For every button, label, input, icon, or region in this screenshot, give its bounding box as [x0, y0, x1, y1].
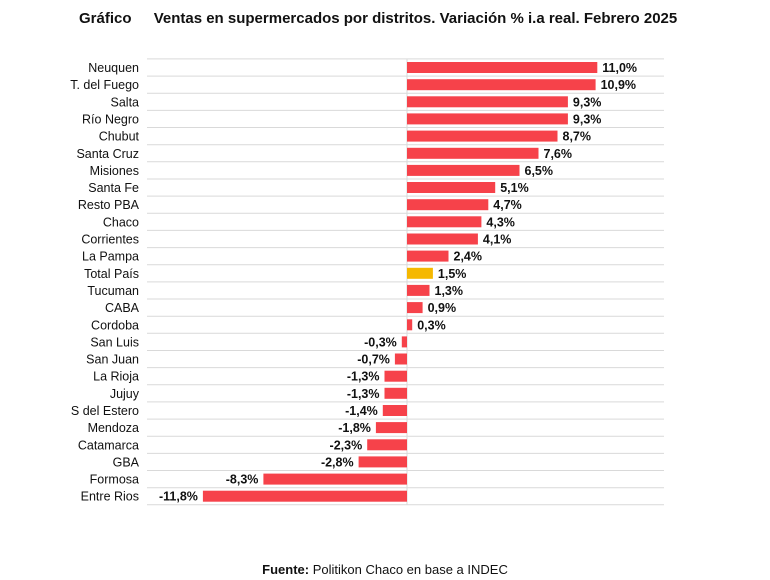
category-label: Chubut: [99, 130, 140, 144]
data-label: 9,3%: [573, 95, 602, 109]
bar: [358, 456, 407, 468]
category-label: Catamarca: [78, 438, 139, 452]
bar: [407, 96, 568, 108]
bar: [407, 233, 478, 245]
data-label: 7,6%: [544, 147, 573, 161]
category-label: Entre Rios: [81, 490, 139, 504]
data-label: -1,4%: [345, 404, 378, 418]
category-label: Río Negro: [82, 112, 139, 126]
category-label: S del Estero: [71, 404, 139, 418]
bar: [407, 302, 423, 314]
bar: [401, 336, 407, 348]
category-label: Santa Fe: [88, 181, 139, 195]
data-label: 1,3%: [435, 284, 464, 298]
data-label: -1,3%: [347, 370, 380, 384]
data-label: 1,5%: [438, 267, 467, 281]
bar: [263, 473, 407, 485]
data-label: -2,3%: [330, 438, 363, 452]
category-label: Misiones: [90, 164, 139, 178]
bar: [407, 267, 433, 279]
category-label: Salta: [111, 95, 140, 109]
chart-header: Gráfico Ventas en supermercados por dist…: [79, 10, 677, 27]
data-label: -11,8%: [159, 490, 198, 504]
source-label: Fuente:: [262, 562, 310, 577]
data-label: 11,0%: [602, 61, 637, 75]
bar: [407, 182, 496, 193]
data-label: -0,7%: [357, 353, 390, 367]
data-label: 4,3%: [486, 215, 515, 229]
data-label: -1,3%: [347, 387, 380, 401]
category-label: Resto PBA: [78, 198, 140, 212]
bar: [407, 250, 449, 262]
data-label: -2,8%: [321, 455, 354, 469]
bar: [384, 370, 407, 382]
category-label: Tucuman: [87, 284, 139, 298]
category-label: Mendoza: [88, 421, 139, 435]
category-label: Chaco: [103, 215, 139, 229]
data-label: -1,8%: [338, 421, 371, 435]
bar: [407, 319, 413, 331]
data-label: 6,5%: [525, 164, 554, 178]
category-label: Jujuy: [110, 387, 140, 401]
bar: [367, 439, 407, 451]
source-note: Fuente: Politikon Chaco en base a INDEC: [0, 562, 770, 577]
data-label: 4,7%: [493, 198, 522, 212]
bar: [384, 387, 407, 399]
bar: [407, 147, 539, 159]
chart-label: Gráfico: [79, 10, 132, 27]
data-label: 10,9%: [601, 78, 636, 92]
data-label: 8,7%: [563, 130, 592, 144]
category-label: GBA: [113, 455, 140, 469]
category-label: Neuquen: [88, 61, 139, 75]
category-label: Cordoba: [91, 318, 139, 332]
data-label: 4,1%: [483, 233, 512, 247]
bar: [407, 164, 520, 176]
category-label: La Pampa: [82, 250, 139, 264]
bar: [394, 353, 407, 365]
category-label: Formosa: [90, 473, 139, 487]
bar: [407, 199, 489, 211]
bar: [407, 216, 482, 228]
category-label: CABA: [105, 301, 140, 315]
data-label: -8,3%: [226, 473, 259, 487]
category-label: Corrientes: [81, 233, 139, 247]
category-label: Total País: [84, 267, 139, 281]
category-label: T. del Fuego: [70, 78, 139, 92]
bar: [202, 490, 407, 502]
bar: [407, 62, 598, 73]
data-label: 9,3%: [573, 112, 602, 126]
bar: [375, 422, 407, 434]
bar: [407, 130, 558, 142]
source-text: Politikon Chaco en base a INDEC: [312, 562, 508, 577]
data-label: 0,3%: [417, 318, 446, 332]
category-label: San Luis: [90, 335, 139, 349]
data-label: 5,1%: [500, 181, 529, 195]
category-label: Santa Cruz: [76, 147, 139, 161]
bar: [407, 113, 568, 125]
bar: [407, 284, 430, 296]
category-label: La Rioja: [93, 370, 139, 384]
bar: [382, 405, 407, 416]
chart-title: Ventas en supermercados por distritos. V…: [153, 10, 678, 27]
category-label: San Juan: [86, 353, 139, 367]
data-label: 2,4%: [454, 250, 483, 264]
data-label: -0,3%: [364, 335, 397, 349]
bar: [407, 79, 596, 91]
data-label: 0,9%: [428, 301, 457, 315]
